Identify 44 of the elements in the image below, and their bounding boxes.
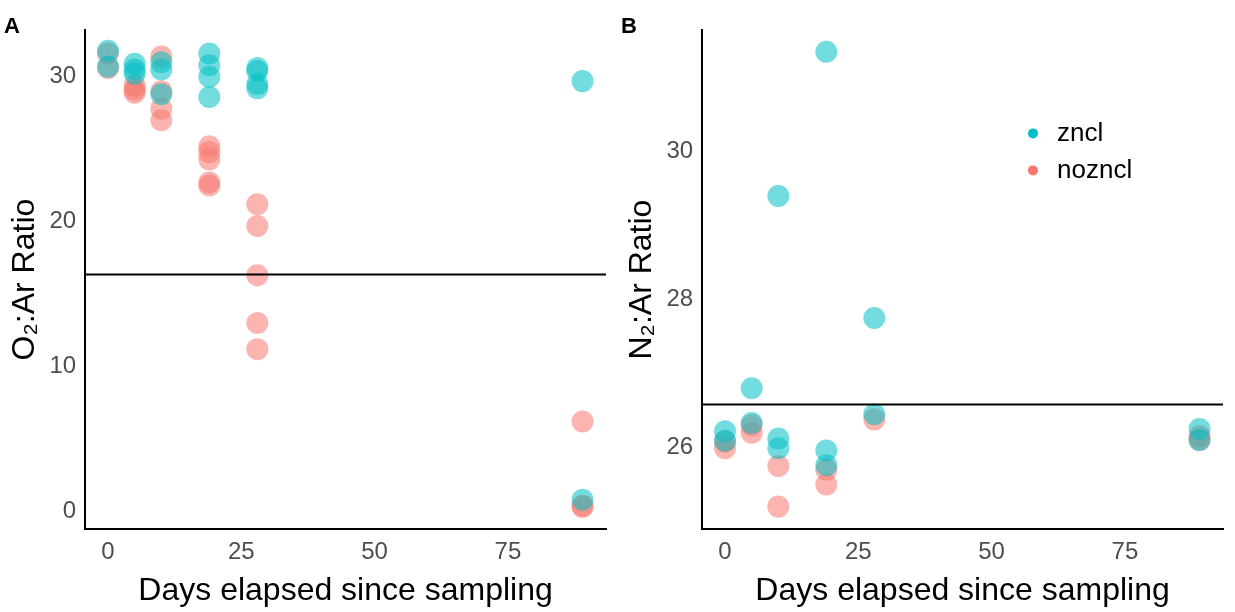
x-axis-title: Days elapsed since sampling [138, 570, 553, 607]
x-tick-label: 50 [978, 536, 1005, 564]
point [246, 193, 269, 216]
x-tick-label: 25 [227, 536, 255, 564]
y-tick-label: 0 [62, 496, 77, 524]
point [198, 86, 221, 109]
legend-label: zncl [1057, 116, 1104, 147]
point [198, 148, 221, 171]
point [571, 70, 594, 93]
point [150, 58, 173, 81]
point [740, 377, 763, 400]
point [246, 214, 269, 237]
point [571, 488, 594, 511]
point [198, 65, 221, 88]
y-tick-label: 28 [666, 284, 694, 312]
y-tick-label: 26 [666, 432, 694, 460]
x-axis-title: Days elapsed since sampling [755, 570, 1170, 607]
point [246, 338, 269, 361]
point [767, 437, 790, 460]
x-tick-label: 0 [101, 536, 115, 564]
point [815, 40, 838, 63]
x-tick-label: 0 [718, 536, 732, 564]
point [863, 403, 886, 426]
y-tick-label: 30 [49, 61, 77, 89]
y-axis-title: N₂:Ar Ratio [622, 199, 659, 360]
x-tick-label: 75 [494, 536, 522, 564]
legend-label: nozncl [1057, 153, 1133, 184]
point [150, 109, 173, 132]
chart-title: B [621, 13, 637, 39]
y-tick-label: 20 [49, 206, 77, 234]
x-tick-label: 50 [361, 536, 388, 564]
point [863, 307, 886, 330]
y-tick-label: 30 [666, 136, 694, 164]
x-tick-label: 75 [1111, 536, 1139, 564]
chart-title: A [4, 13, 20, 39]
point [767, 495, 790, 518]
y-axis-title: O₂:Ar Ratio [5, 198, 42, 361]
point [246, 312, 269, 335]
point [767, 454, 790, 477]
point [815, 473, 838, 496]
x-tick-label: 25 [844, 536, 872, 564]
point [767, 185, 790, 208]
point [571, 410, 594, 433]
y-tick-label: 10 [49, 351, 77, 379]
